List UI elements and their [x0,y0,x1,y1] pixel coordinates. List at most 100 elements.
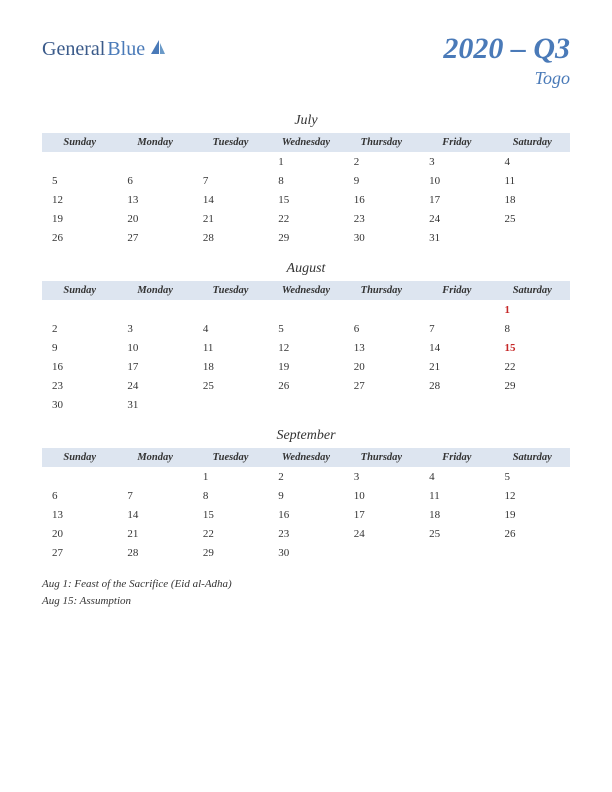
calendar-cell [193,152,268,171]
calendar-cell [117,152,192,171]
holiday-list: Aug 1: Feast of the Sacrifice (Eid al-Ad… [42,576,570,609]
calendar-cell: 14 [419,338,494,357]
calendar-cell: 6 [42,486,117,505]
calendar-cell: 30 [268,543,343,562]
calendar-cell: 12 [268,338,343,357]
calendar-cell: 29 [193,543,268,562]
calendar-row: 13141516171819 [42,505,570,524]
calendar-cell: 10 [419,171,494,190]
calendar-cell: 7 [193,171,268,190]
calendar-cell: 11 [495,171,570,190]
calendar-cell: 5 [42,171,117,190]
calendar-cell: 17 [344,505,419,524]
day-header: Sunday [42,448,117,467]
day-header: Tuesday [193,281,268,300]
holiday-item: Aug 1: Feast of the Sacrifice (Eid al-Ad… [42,576,570,593]
calendar-cell: 26 [495,524,570,543]
calendar-row: 9101112131415 [42,338,570,357]
calendar-cell: 4 [495,152,570,171]
calendar-cell: 8 [268,171,343,190]
calendar-cell [344,543,419,562]
calendar-cell [495,395,570,414]
calendar-cell [419,300,494,319]
day-header: Friday [419,281,494,300]
calendar-cell: 7 [419,319,494,338]
calendar-cell: 23 [268,524,343,543]
holiday-item: Aug 15: Assumption [42,593,570,610]
calendar-cell: 6 [117,171,192,190]
calendar-cell: 19 [42,209,117,228]
header: General Blue 2020 – Q3 Togo [42,32,570,89]
day-header: Wednesday [268,448,343,467]
calendar-cell: 9 [268,486,343,505]
calendar-cell: 10 [117,338,192,357]
calendar-row: 3031 [42,395,570,414]
calendar-row: 16171819202122 [42,357,570,376]
calendar-cell: 13 [117,190,192,209]
page-title: 2020 – Q3 [443,32,570,66]
calendar-cell: 23 [344,209,419,228]
calendar-cell: 8 [193,486,268,505]
calendar-cell: 19 [495,505,570,524]
calendar-row: 567891011 [42,171,570,190]
calendar-cell: 17 [117,357,192,376]
month-block: AugustSundayMondayTuesdayWednesdayThursd… [42,261,570,414]
calendar-cell: 16 [268,505,343,524]
calendar-cell: 24 [117,376,192,395]
calendar-cell: 24 [419,209,494,228]
calendar-cell: 18 [495,190,570,209]
calendar-cell [495,228,570,247]
calendar-cell: 22 [495,357,570,376]
calendar-cell: 28 [193,228,268,247]
calendar-cell: 1 [495,300,570,319]
calendar-cell: 10 [344,486,419,505]
calendar-cell: 25 [419,524,494,543]
calendar-row: 20212223242526 [42,524,570,543]
day-header: Sunday [42,133,117,152]
calendar-cell [117,467,192,486]
calendar-cell: 26 [42,228,117,247]
day-header: Tuesday [193,448,268,467]
day-header: Monday [117,448,192,467]
calendar-row: 2345678 [42,319,570,338]
calendar-cell: 27 [344,376,419,395]
day-header: Thursday [344,281,419,300]
calendar-cell: 8 [495,319,570,338]
calendar-cell: 6 [344,319,419,338]
calendar-cell: 24 [344,524,419,543]
calendar-cell: 12 [495,486,570,505]
calendar-cell: 18 [419,505,494,524]
calendar-cell: 13 [42,505,117,524]
calendar-cell: 20 [42,524,117,543]
calendar-table: SundayMondayTuesdayWednesdayThursdayFrid… [42,448,570,562]
month-title: August [42,261,570,277]
calendar-cell: 15 [495,338,570,357]
calendar-cell: 16 [42,357,117,376]
calendar-cell [268,300,343,319]
calendar-cell: 17 [419,190,494,209]
page-subtitle: Togo [443,68,570,89]
calendar-cell: 16 [344,190,419,209]
calendar-row: 23242526272829 [42,376,570,395]
calendar-cell [193,395,268,414]
day-header: Monday [117,133,192,152]
calendar-cell: 20 [344,357,419,376]
calendar-cell [268,395,343,414]
calendar-row: 1 [42,300,570,319]
day-header: Friday [419,133,494,152]
calendar-cell: 29 [495,376,570,395]
calendar-cell [419,395,494,414]
calendar-cell: 28 [117,543,192,562]
logo-sail-icon [149,38,167,61]
calendar-cell: 20 [117,209,192,228]
calendar-cell [117,300,192,319]
calendar-row: 19202122232425 [42,209,570,228]
calendar-cell: 11 [419,486,494,505]
calendar-cell: 26 [268,376,343,395]
calendar-cell [42,467,117,486]
day-header: Wednesday [268,281,343,300]
day-header: Friday [419,448,494,467]
calendar-cell [495,543,570,562]
month-block: JulySundayMondayTuesdayWednesdayThursday… [42,113,570,247]
month-title: July [42,113,570,129]
